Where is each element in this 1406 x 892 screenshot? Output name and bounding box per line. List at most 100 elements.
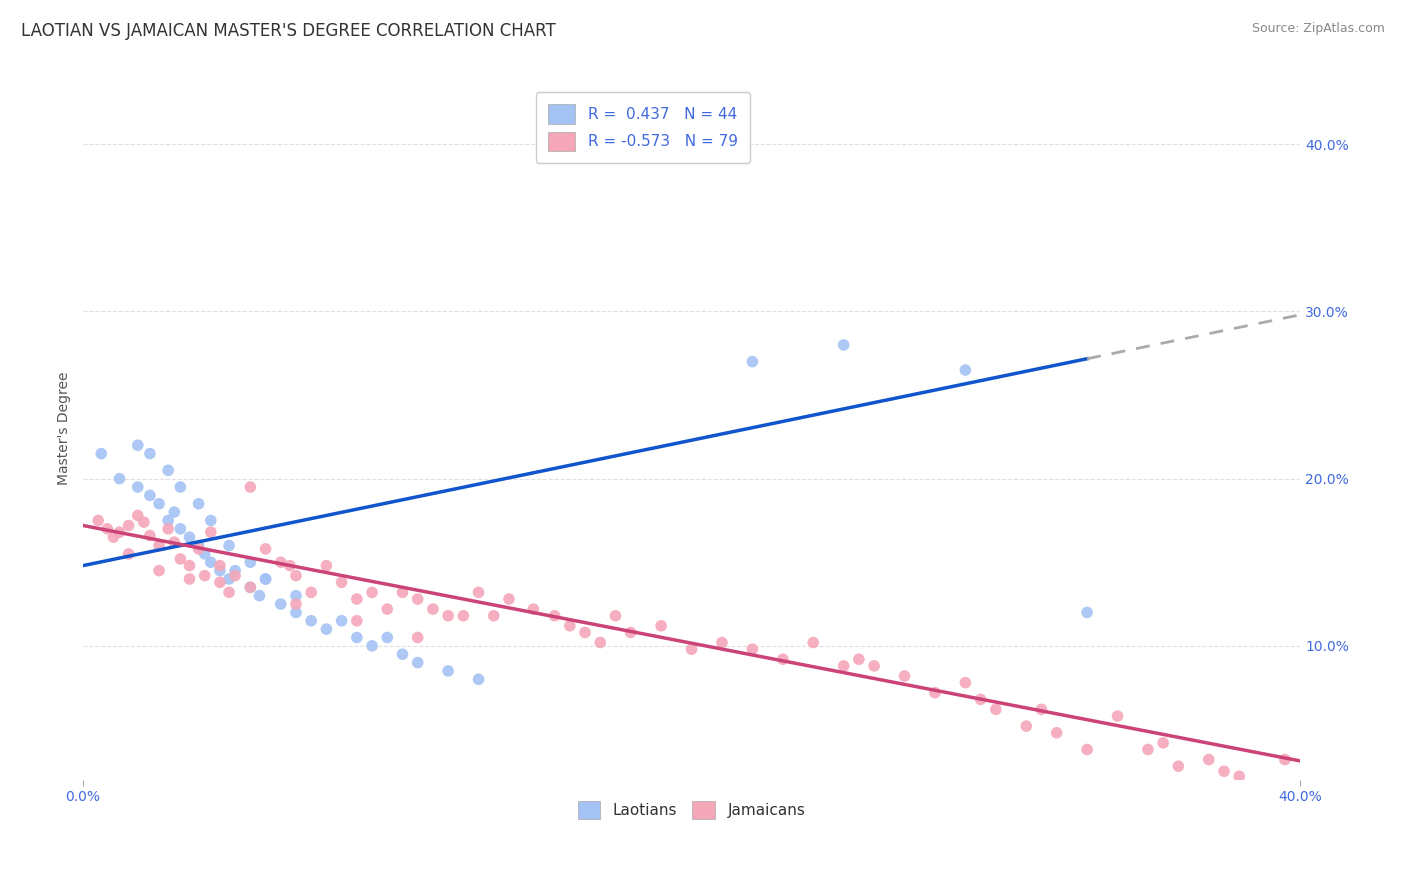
Point: [375, 602, 398, 616]
Point: [218, 585, 240, 599]
Point: [200, 525, 222, 540]
Point: [169, 522, 191, 536]
Point: [315, 558, 337, 573]
Point: [117, 547, 139, 561]
Point: [139, 488, 162, 502]
Point: [605, 608, 627, 623]
Point: [239, 480, 262, 494]
Point: [406, 631, 429, 645]
Point: [498, 592, 520, 607]
Point: [406, 592, 429, 607]
Point: [1076, 606, 1098, 620]
Point: [558, 619, 581, 633]
Legend: Laotians, Jamaicans: Laotians, Jamaicans: [571, 795, 811, 824]
Point: [1046, 726, 1069, 740]
Point: [893, 669, 915, 683]
Y-axis label: Master's Degree: Master's Degree: [58, 372, 72, 485]
Point: [832, 338, 855, 352]
Point: [90, 447, 112, 461]
Point: [96, 522, 118, 536]
Point: [179, 572, 201, 586]
Point: [801, 635, 824, 649]
Point: [330, 575, 353, 590]
Point: [218, 572, 240, 586]
Point: [254, 541, 277, 556]
Point: [148, 497, 170, 511]
Point: [1152, 736, 1174, 750]
Point: [139, 447, 162, 461]
Point: [169, 480, 191, 494]
Point: [169, 552, 191, 566]
Point: [1167, 759, 1189, 773]
Point: [650, 619, 672, 633]
Point: [285, 606, 308, 620]
Point: [969, 692, 991, 706]
Point: [285, 568, 308, 582]
Point: [574, 625, 596, 640]
Point: [710, 635, 733, 649]
Point: [361, 585, 384, 599]
Point: [132, 515, 155, 529]
Point: [863, 659, 886, 673]
Point: [224, 568, 246, 582]
Point: [984, 702, 1007, 716]
Point: [163, 505, 186, 519]
Point: [254, 572, 277, 586]
Point: [832, 659, 855, 673]
Point: [346, 631, 368, 645]
Point: [239, 580, 262, 594]
Point: [406, 656, 429, 670]
Point: [127, 508, 149, 523]
Point: [848, 652, 870, 666]
Point: [187, 539, 209, 553]
Point: [270, 555, 292, 569]
Point: [108, 525, 131, 540]
Point: [299, 614, 322, 628]
Point: [1015, 719, 1038, 733]
Point: [157, 513, 180, 527]
Point: [315, 622, 337, 636]
Point: [467, 673, 489, 687]
Point: [391, 585, 413, 599]
Point: [543, 608, 565, 623]
Point: [422, 602, 444, 616]
Point: [346, 592, 368, 607]
Point: [482, 608, 505, 623]
Point: [187, 541, 209, 556]
Point: [467, 585, 489, 599]
Point: [218, 539, 240, 553]
Point: [187, 497, 209, 511]
Point: [139, 528, 162, 542]
Point: [681, 642, 703, 657]
Point: [1107, 709, 1129, 723]
Point: [620, 625, 643, 640]
Point: [741, 354, 763, 368]
Point: [208, 564, 231, 578]
Point: [148, 539, 170, 553]
Point: [87, 513, 110, 527]
Point: [522, 602, 544, 616]
Point: [103, 530, 125, 544]
Point: [208, 575, 231, 590]
Point: [772, 652, 794, 666]
Point: [299, 585, 322, 599]
Point: [148, 564, 170, 578]
Point: [1076, 742, 1098, 756]
Point: [391, 647, 413, 661]
Point: [924, 686, 946, 700]
Point: [285, 597, 308, 611]
Point: [330, 614, 353, 628]
Point: [224, 564, 246, 578]
Point: [208, 558, 231, 573]
Point: [194, 568, 217, 582]
Point: [270, 597, 292, 611]
Point: [437, 664, 460, 678]
Point: [163, 535, 186, 549]
Point: [200, 513, 222, 527]
Point: [361, 639, 384, 653]
Point: [254, 572, 277, 586]
Point: [117, 518, 139, 533]
Point: [157, 522, 180, 536]
Point: [955, 675, 977, 690]
Point: [127, 438, 149, 452]
